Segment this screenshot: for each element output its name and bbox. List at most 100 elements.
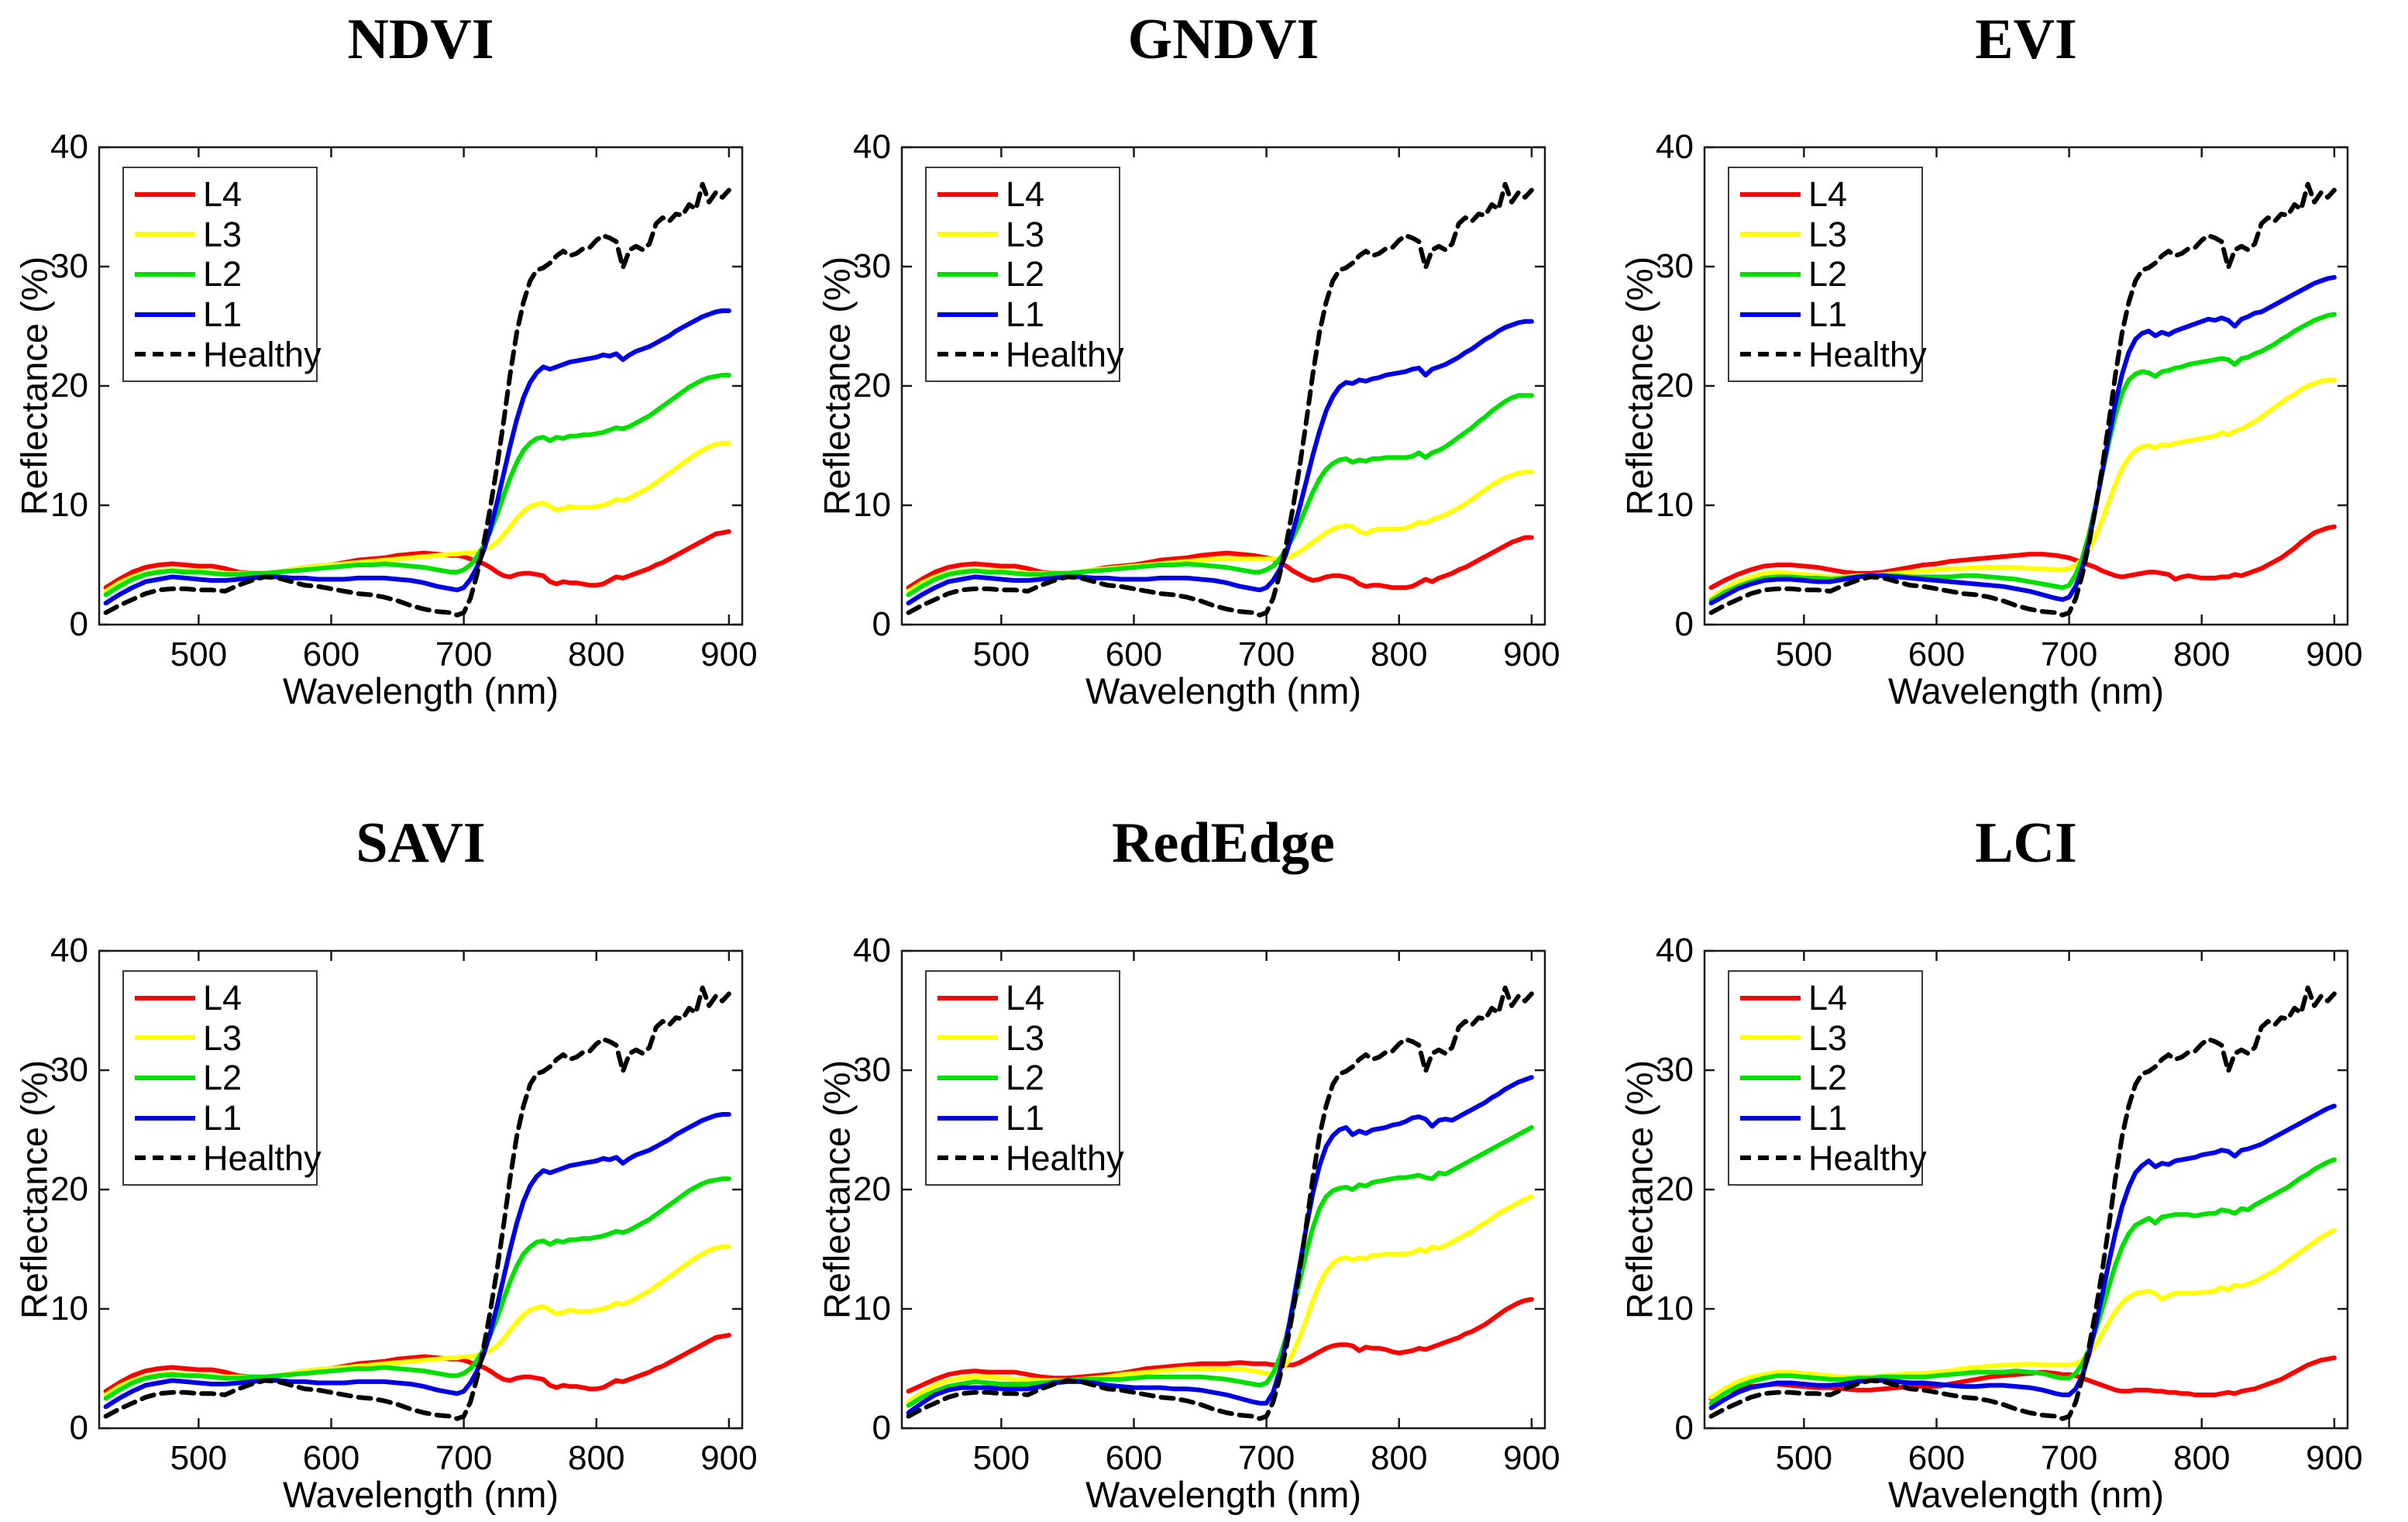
legend: L4 L3 L2 L1 Healthy	[122, 167, 322, 382]
series-line-healthy	[103, 985, 731, 1421]
dashed-line-swatch	[937, 1155, 998, 1161]
x-axis-label: Wavelength (nm)	[1887, 1474, 2165, 1515]
x-axis-label: Wavelength (nm)	[282, 670, 559, 711]
legend-item-l1: L1	[1729, 1099, 1921, 1138]
legend-item-l1: L1	[124, 295, 316, 334]
legend-label: L4	[1006, 174, 1045, 215]
x-tick-label: 500	[972, 1439, 1030, 1477]
line-swatch	[1740, 271, 1801, 277]
dashed-line-swatch	[135, 1155, 195, 1161]
line-swatch	[135, 312, 195, 317]
x-tick-label: 900	[1503, 1439, 1560, 1477]
plot-border	[900, 949, 1546, 1430]
legend-label: L3	[203, 1018, 243, 1058]
y-tick-label: 20	[1656, 1170, 1694, 1208]
line-swatch	[135, 271, 195, 277]
legend-item-l4: L4	[927, 979, 1119, 1018]
x-tick-label: 900	[700, 1439, 758, 1477]
x-axis-label: Wavelength (nm)	[1085, 1474, 1362, 1515]
line-swatch	[135, 191, 195, 197]
x-tick-label: 500	[1775, 635, 1833, 673]
legend: L4 L3 L2 L1 Healthy	[1728, 970, 1927, 1186]
y-tick-label: 0	[69, 1409, 88, 1447]
plot-border	[98, 949, 744, 1430]
y-tick-label: 40	[1656, 931, 1694, 969]
x-tick-label: 600	[302, 1439, 360, 1477]
chart-lci: LCI Reflectance (%) 500 600 700 800 900 0 10 20…	[1605, 761, 2408, 1522]
legend-label: Healthy	[1808, 334, 1927, 374]
chart-title: RedEdge	[1112, 811, 1335, 875]
series-line-healthy	[906, 181, 1534, 618]
dashed-line-swatch	[937, 352, 998, 357]
legend-label: L4	[1808, 174, 1848, 215]
legend: L4 L3 L2 L1 Healthy	[925, 167, 1124, 382]
y-tick-label: 30	[853, 247, 891, 285]
legend-item-l1: L1	[927, 295, 1119, 334]
y-tick-label: 30	[1656, 247, 1694, 285]
x-tick-label: 700	[435, 635, 493, 673]
x-tick-label: 600	[1105, 635, 1163, 673]
legend-item-healthy: Healthy	[1729, 1138, 1927, 1177]
line-swatch	[937, 232, 998, 237]
line-swatch	[1740, 232, 1801, 237]
legend: L4 L3 L2 L1 Healthy	[1728, 167, 1927, 382]
legend-label: L3	[1808, 1018, 1848, 1058]
legend-label: L4	[1006, 978, 1045, 1018]
y-tick-label: 20	[853, 367, 891, 405]
x-tick-label: 500	[1775, 1439, 1833, 1477]
legend-item-healthy: Healthy	[1729, 335, 1927, 374]
legend-label: Healthy	[203, 334, 322, 374]
line-swatch	[1740, 1075, 1801, 1080]
legend-label: Healthy	[1808, 1138, 1927, 1178]
y-tick-label: 30	[50, 247, 88, 285]
legend-label: Healthy	[203, 1138, 322, 1178]
line-swatch	[135, 1115, 195, 1121]
dashed-line-swatch	[1740, 1155, 1801, 1161]
y-tick-label: 40	[50, 931, 88, 969]
line-swatch	[1740, 191, 1801, 197]
x-tick-label: 700	[1237, 1439, 1295, 1477]
y-tick-label: 20	[50, 367, 88, 405]
legend-label: L1	[1006, 1098, 1045, 1138]
legend-label: L3	[1006, 214, 1045, 254]
legend-label: L2	[203, 254, 243, 294]
series-line-healthy	[1708, 985, 2337, 1421]
x-tick-label: 800	[2173, 1439, 2231, 1477]
legend-item-l4: L4	[124, 175, 316, 214]
line-swatch	[937, 1115, 998, 1121]
plot-area	[900, 146, 1546, 626]
legend-item-l3: L3	[1729, 215, 1921, 253]
chart-ndvi: NDVI Reflectance (%) 500 600 700 800 900 0 10 2…	[0, 0, 803, 761]
plot-border	[98, 146, 744, 626]
y-tick-label: 10	[50, 1290, 88, 1327]
y-tick-label: 20	[50, 1170, 88, 1208]
series-line-l2	[1708, 1157, 2337, 1406]
line-swatch	[135, 995, 195, 1000]
series-line-l4	[1708, 1355, 2337, 1401]
legend-item-l2: L2	[124, 1059, 316, 1097]
x-tick-label: 700	[435, 1439, 493, 1477]
y-tick-label: 30	[1656, 1051, 1694, 1089]
line-swatch	[937, 1075, 998, 1080]
x-tick-label: 500	[170, 1439, 228, 1477]
series-line-l2	[103, 373, 731, 597]
series-line-healthy	[103, 181, 731, 618]
x-tick-label: 600	[1907, 635, 1966, 673]
legend-label: Healthy	[1006, 334, 1124, 374]
x-axis-label: Wavelength (nm)	[1887, 670, 2165, 711]
line-swatch	[937, 1035, 998, 1041]
chart-title: GNDVI	[1127, 8, 1319, 71]
x-tick-label: 900	[2306, 635, 2363, 673]
y-tick-label: 30	[853, 1051, 891, 1089]
x-tick-label: 500	[972, 635, 1030, 673]
y-tick-label: 0	[1674, 605, 1694, 643]
line-swatch	[135, 1035, 195, 1041]
legend-item-l1: L1	[124, 1099, 316, 1138]
x-tick-label: 900	[700, 635, 758, 673]
legend-item-l2: L2	[124, 255, 316, 294]
legend-label: L3	[203, 214, 243, 254]
y-tick-label: 40	[853, 128, 891, 166]
legend-label: L4	[1808, 978, 1848, 1018]
y-tick-label: 10	[1656, 486, 1694, 524]
